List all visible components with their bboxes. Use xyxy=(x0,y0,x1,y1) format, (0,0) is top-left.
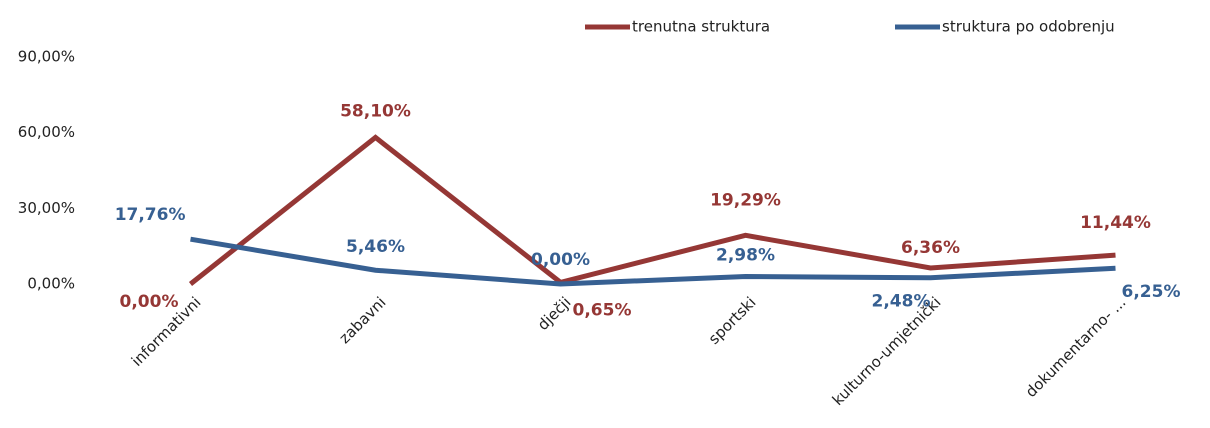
data-label: 6,25% xyxy=(1122,282,1181,302)
data-label: 6,36% xyxy=(901,238,960,258)
series-line xyxy=(188,134,1116,286)
data-label: 0,00% xyxy=(531,250,590,270)
x-tick-label: sportski xyxy=(705,293,760,348)
data-label: 11,44% xyxy=(1080,213,1151,233)
legend-label: trenutna struktura xyxy=(632,18,770,36)
data-label: 58,10% xyxy=(340,101,411,121)
data-label: 19,29% xyxy=(710,190,781,210)
x-tick-label: dokumentarno- ... xyxy=(1022,293,1130,401)
y-tick-label: 0,00% xyxy=(27,275,75,293)
x-tick-label: dječji xyxy=(534,293,575,334)
series-line xyxy=(190,236,1116,287)
data-label: 5,46% xyxy=(346,237,405,257)
data-label: 17,76% xyxy=(115,205,186,225)
legend-label: struktura po odobrenju xyxy=(942,18,1115,36)
data-label: 0,65% xyxy=(573,300,632,320)
x-tick-label: zabavni xyxy=(336,293,390,347)
data-label: 2,48% xyxy=(872,292,931,312)
data-label: 0,00% xyxy=(120,292,179,312)
y-tick-label: 30,00% xyxy=(18,199,75,217)
y-tick-label: 60,00% xyxy=(18,123,75,141)
y-tick-label: 90,00% xyxy=(18,48,75,66)
data-label: 2,98% xyxy=(716,245,775,265)
